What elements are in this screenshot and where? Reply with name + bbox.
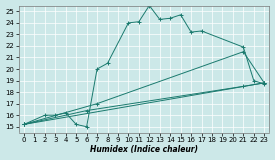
X-axis label: Humidex (Indice chaleur): Humidex (Indice chaleur): [90, 145, 198, 154]
